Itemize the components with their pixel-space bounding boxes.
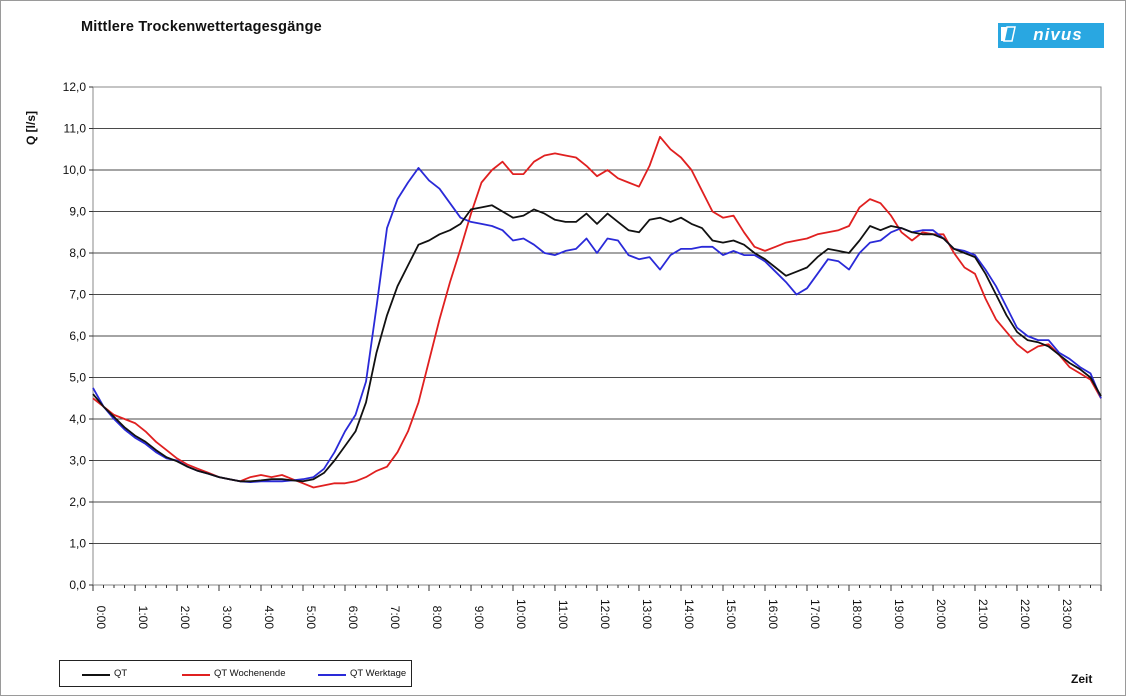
y-tick-label: 9,0: [69, 205, 86, 219]
nivus-logo: nivus: [998, 23, 1104, 48]
y-tick-label: 12,0: [63, 80, 87, 94]
y-tick-label: 4,0: [69, 412, 86, 426]
x-axis: 0:00 1:00 2:00 3:00 4:00 5:00 6:00 7:00 8:00 9:00…: [92, 585, 1102, 630]
y-tick-label: 8,0: [69, 246, 86, 260]
x-tick-label: 18:00: [850, 599, 864, 629]
x-tick-label: 19:00: [892, 599, 906, 629]
y-tick-label: 1,0: [69, 537, 86, 551]
x-tick-label: 14:00: [682, 599, 696, 629]
x-tick-label: 20:00: [934, 599, 948, 629]
legend-label-qt-werktage: QT Werktage: [350, 668, 407, 679]
y-tick-label: 2,0: [69, 495, 86, 509]
x-tick-label: 9:00: [472, 606, 486, 630]
x-axis-title: Zeit: [1071, 672, 1093, 686]
svg-text:nivus: nivus: [1033, 25, 1082, 44]
series-lines: [92, 135, 1102, 489]
y-tick-label: 10,0: [63, 163, 87, 177]
x-tick-label: 15:00: [724, 599, 738, 629]
series-line-qt: [92, 204, 1102, 483]
legend-swatch-qt: [82, 674, 110, 676]
y-tick-label: 7,0: [69, 288, 86, 302]
x-tick-label: 4:00: [262, 606, 276, 630]
x-tick-label: 6:00: [346, 606, 360, 630]
x-tick-label: 10:00: [514, 599, 528, 629]
x-tick-label: 3:00: [220, 606, 234, 630]
x-tick-label: 7:00: [388, 606, 402, 630]
x-tick-label: 8:00: [430, 606, 444, 630]
y-tick-label: 3,0: [69, 454, 86, 468]
x-tick-label: 11:00: [556, 600, 570, 629]
y-tick-label: 6,0: [69, 329, 86, 343]
y-axis-title: Q [l/s]: [24, 111, 38, 146]
x-tick-label: 12:00: [598, 599, 612, 629]
x-tick-label: 5:00: [304, 606, 318, 630]
y-axis: 0,0 1,0 2,0 3,0 4,0 5,0 6,0 7,0 8,0 9,0 10,0 11,0 12…: [63, 80, 93, 592]
chart-legend: QT QT Wochenende QT Werktage: [59, 660, 412, 687]
x-tick-label: 1:00: [136, 606, 150, 630]
grid-lines: [93, 128, 1101, 544]
x-tick-label: 23:00: [1060, 599, 1074, 629]
x-tick-label: 17:00: [808, 599, 822, 629]
x-tick-label: 13:00: [640, 599, 654, 629]
legend-label-qt: QT: [114, 668, 128, 679]
x-tick-label: 21:00: [976, 599, 990, 629]
x-tick-label: 22:00: [1018, 599, 1032, 629]
y-tick-label: 11,0: [64, 122, 87, 136]
y-tick-label: 5,0: [69, 371, 86, 385]
y-tick-label: 0,0: [69, 578, 86, 592]
x-tick-label: 16:00: [766, 599, 780, 629]
chart-title: Mittlere Trockenwettertagesgänge: [81, 19, 322, 35]
x-tick-label: 0:00: [94, 606, 108, 630]
legend-swatch-qt-wochenende: [182, 674, 210, 676]
legend-swatch-qt-werktage: [318, 674, 346, 676]
legend-label-qt-wochenende: QT Wochenende: [214, 668, 286, 679]
x-tick-label: 2:00: [178, 606, 192, 630]
